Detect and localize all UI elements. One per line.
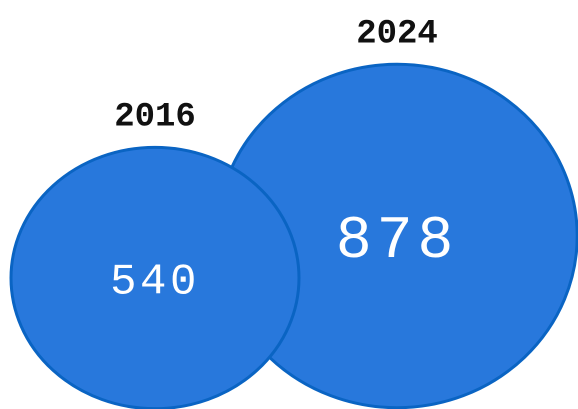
value-label-2016: 540 — [110, 257, 200, 307]
value-label-2024: 878 — [336, 208, 458, 276]
year-label-2016: 2016 — [114, 98, 196, 136]
year-label-2024: 2024 — [356, 15, 438, 53]
